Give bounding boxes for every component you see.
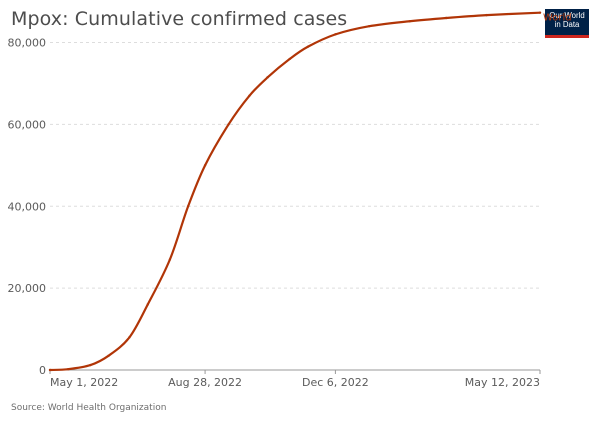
data-point	[288, 57, 291, 61]
data-point	[48, 368, 52, 372]
y-tick-label: 20,000	[8, 282, 47, 295]
data-point	[186, 205, 190, 208]
data-point	[128, 336, 131, 339]
y-tick-label: 80,000	[8, 37, 47, 50]
y-tick-label: 60,000	[8, 118, 47, 131]
data-point	[334, 33, 337, 36]
series-label-world: World	[543, 13, 572, 24]
data-point	[444, 16, 448, 20]
data-point	[368, 24, 371, 28]
x-tick-label: Dec 6, 2022	[302, 376, 369, 389]
data-point	[67, 367, 70, 371]
source-note: Source: World Health Organization	[11, 403, 167, 413]
data-point	[408, 20, 411, 23]
logo-line-2: in Data	[554, 19, 580, 29]
data-point	[266, 76, 269, 79]
data-point	[227, 123, 230, 126]
series-line-world[interactable]	[48, 11, 542, 372]
data-point	[485, 13, 488, 17]
owid-logo[interactable]: Our World in Data	[545, 9, 589, 38]
x-tick-label: May 1, 2022	[50, 376, 118, 389]
data-point	[538, 11, 542, 14]
data-point	[146, 303, 149, 306]
data-point	[168, 258, 172, 261]
data-point	[248, 94, 251, 97]
y-tick-label: 40,000	[8, 200, 47, 213]
data-point	[107, 354, 110, 357]
x-tick-label: May 12, 2023	[465, 376, 540, 389]
x-tick-label: Aug 28, 2022	[168, 376, 242, 389]
data-point	[306, 45, 310, 48]
y-tick-label: 0	[39, 364, 46, 377]
data-point	[89, 363, 92, 367]
chart-title: Mpox: Cumulative confirmed cases	[11, 8, 348, 30]
data-point	[203, 164, 207, 167]
logo-accent-bar	[545, 35, 589, 38]
logo-line-1: Our World	[549, 11, 585, 20]
